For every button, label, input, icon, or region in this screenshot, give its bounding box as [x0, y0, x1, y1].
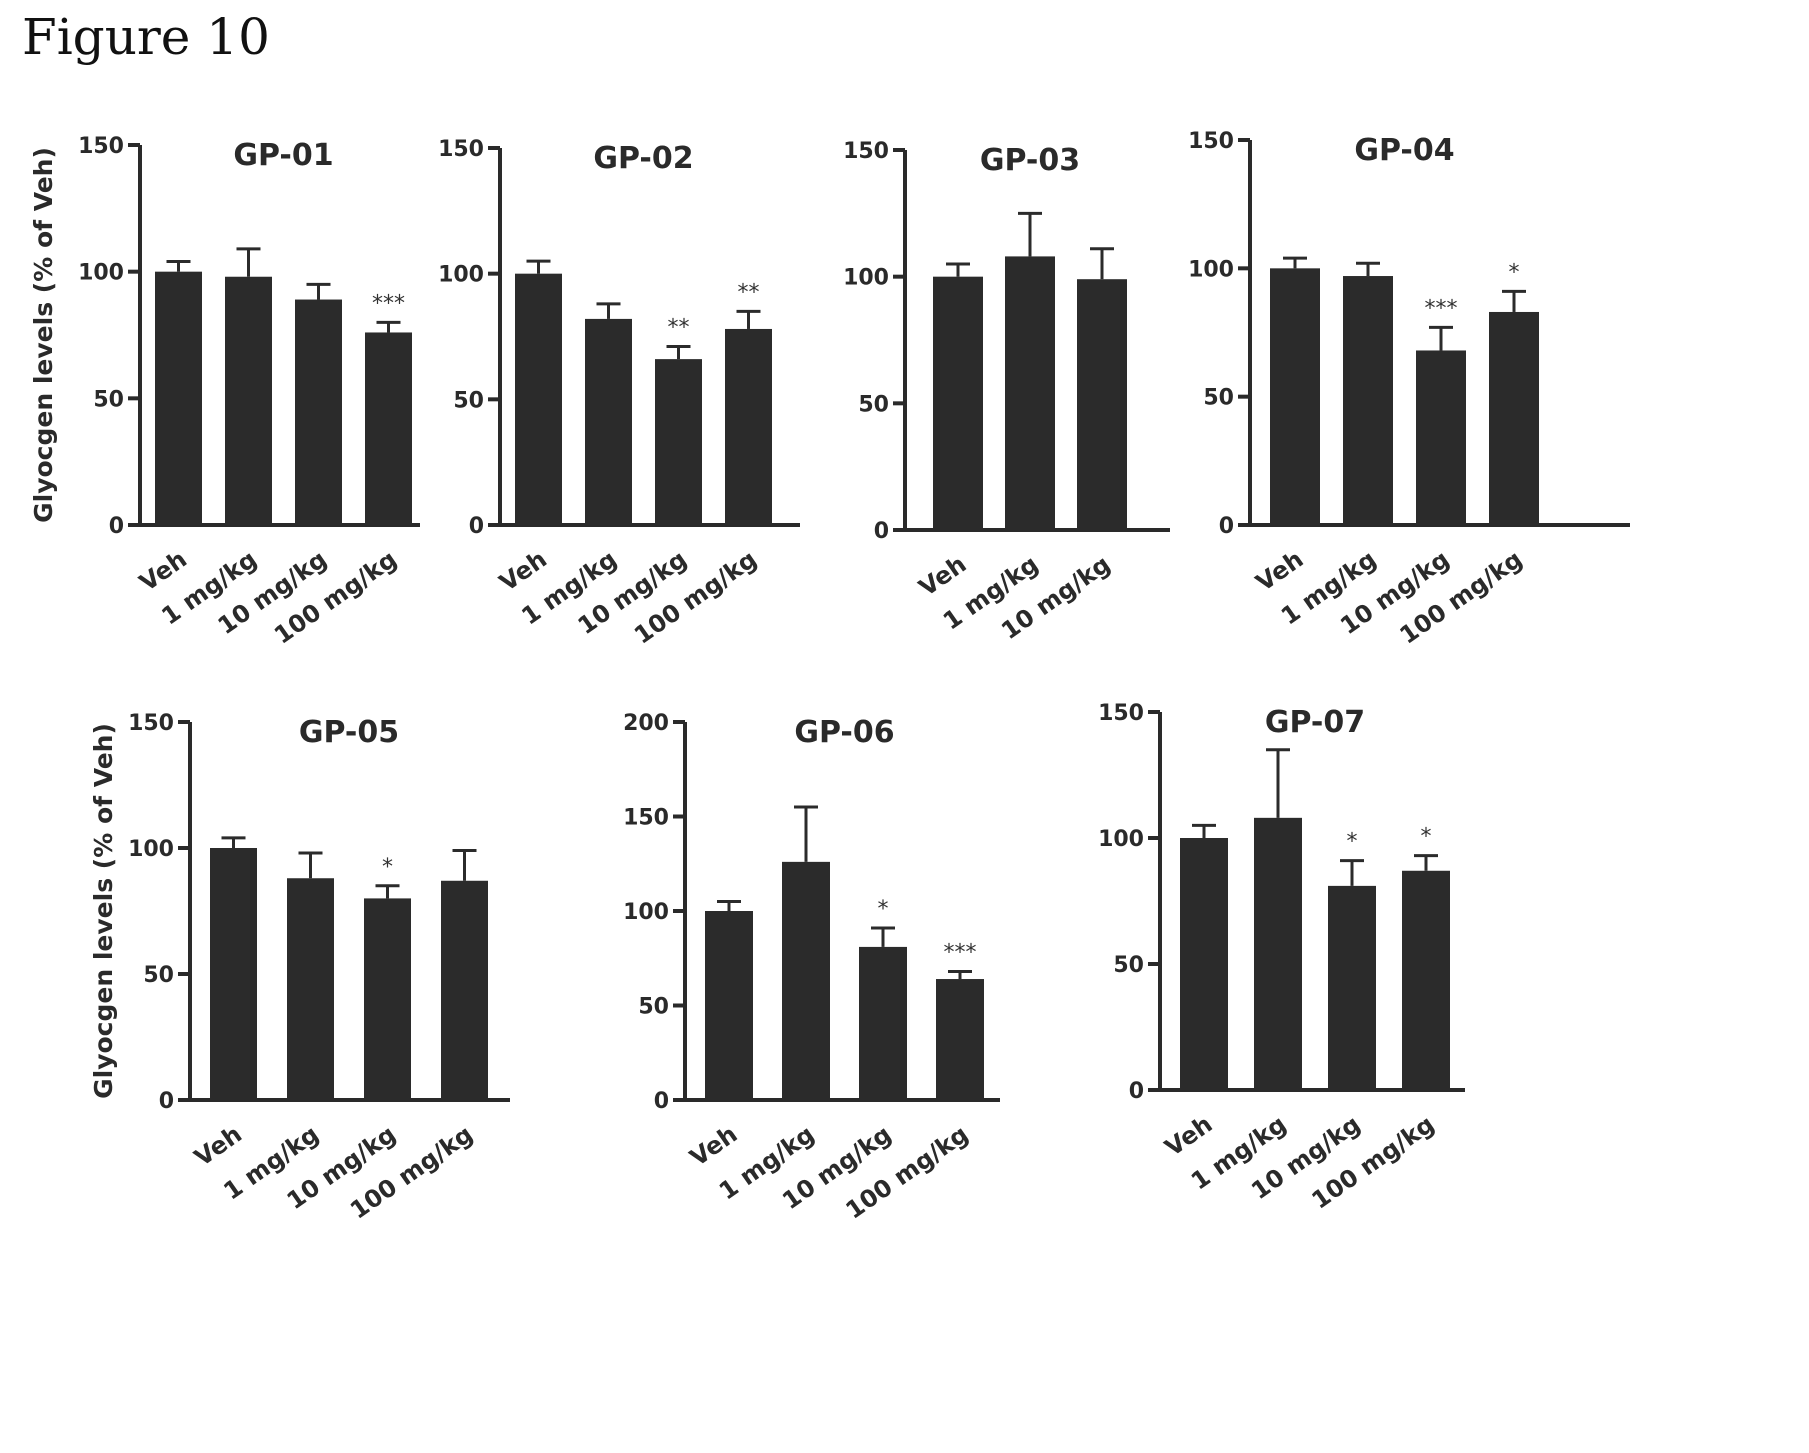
y-tick-label: 50: [1113, 953, 1144, 978]
y-tick-label: 50: [93, 387, 124, 412]
y-tick-label: 0: [1129, 1079, 1144, 1104]
y-tick-label: 50: [858, 392, 889, 417]
bar: [155, 271, 202, 525]
y-tick-label: 0: [1219, 514, 1234, 539]
y-tick-label: 100: [1098, 827, 1144, 852]
y-tick-label: 100: [78, 261, 124, 286]
y-tick-label: 50: [638, 995, 669, 1020]
bar: [364, 898, 411, 1100]
bar: [1180, 838, 1228, 1090]
x-tick-label: Veh: [1160, 1110, 1218, 1162]
bar: [585, 318, 632, 525]
figure-title: Figure 10: [22, 8, 270, 66]
bar: [1416, 350, 1466, 525]
chart-title: GP-01: [233, 138, 333, 173]
y-tick-label: 50: [1203, 386, 1234, 411]
y-tick-label: 0: [109, 514, 124, 539]
bar: [1077, 279, 1127, 530]
bar: [515, 273, 562, 525]
y-tick-label: 0: [874, 519, 889, 544]
y-tick-label: 0: [159, 1089, 174, 1114]
bar: [1254, 817, 1302, 1090]
significance-label: *: [1347, 830, 1358, 855]
y-tick-label: 0: [469, 514, 484, 539]
bar: [1489, 311, 1539, 525]
bar: [1343, 276, 1393, 525]
significance-label: ***: [372, 291, 405, 316]
bar: [936, 979, 984, 1100]
significance-label: *: [878, 897, 889, 922]
y-tick-label: 150: [1098, 701, 1144, 726]
bar: [1402, 870, 1450, 1090]
chart-title: GP-07: [1265, 705, 1365, 740]
x-tick-label: Veh: [1251, 545, 1309, 597]
y-axis-label: Glyocgen levels (% of Veh): [29, 147, 58, 523]
significance-label: *: [382, 855, 393, 880]
bar: [705, 911, 753, 1100]
y-tick-label: 100: [843, 266, 889, 291]
y-tick-label: 100: [438, 263, 484, 288]
significance-label: *: [1421, 825, 1432, 850]
y-tick-label: 150: [78, 134, 124, 159]
bar: [225, 276, 272, 525]
bar: [287, 878, 334, 1100]
bar: [859, 946, 907, 1100]
y-tick-label: 150: [1188, 129, 1234, 154]
chart-title: GP-03: [980, 143, 1080, 178]
x-tick-label: Veh: [189, 1120, 247, 1172]
bar: [933, 276, 983, 530]
bar: [295, 299, 342, 525]
bar: [725, 328, 772, 525]
chart-gp-01: GP-01 Glyocgen levels (% of Veh) 0 50 100 150…: [29, 134, 420, 650]
chart-gp-05: GP-05 Glyocgen levels (% of Veh) 0 50 100 150…: [89, 711, 510, 1225]
y-tick-label: 50: [453, 388, 484, 413]
y-tick-label: 50: [143, 963, 174, 988]
y-tick-label: 100: [128, 837, 174, 862]
y-axis-label: Glyocgen levels (% of Veh): [89, 723, 118, 1099]
bar: [1328, 885, 1376, 1090]
bar: [441, 880, 488, 1100]
chart-title: GP-05: [299, 715, 399, 750]
significance-label: ***: [1425, 296, 1458, 321]
chart-title: GP-04: [1354, 133, 1454, 168]
significance-label: **: [738, 280, 760, 305]
bar: [1005, 256, 1055, 530]
bar: [365, 332, 412, 525]
y-tick-label: 100: [1188, 257, 1234, 282]
bar: [655, 359, 702, 525]
y-tick-label: 150: [438, 137, 484, 162]
y-tick-label: 200: [623, 711, 669, 736]
bar: [1270, 268, 1320, 525]
significance-label: **: [668, 316, 690, 341]
y-tick-label: 150: [128, 711, 174, 736]
y-tick-label: 150: [843, 139, 889, 164]
significance-label: ***: [944, 940, 977, 965]
chart-title: GP-06: [794, 715, 894, 750]
y-tick-label: 100: [623, 900, 669, 925]
y-tick-label: 0: [654, 1089, 669, 1114]
bar: [782, 861, 830, 1100]
significance-label: *: [1509, 260, 1520, 285]
x-tick-label: Veh: [685, 1120, 743, 1172]
chart-title: GP-02: [593, 141, 693, 176]
bar: [210, 848, 257, 1100]
y-tick-label: 150: [623, 806, 669, 831]
